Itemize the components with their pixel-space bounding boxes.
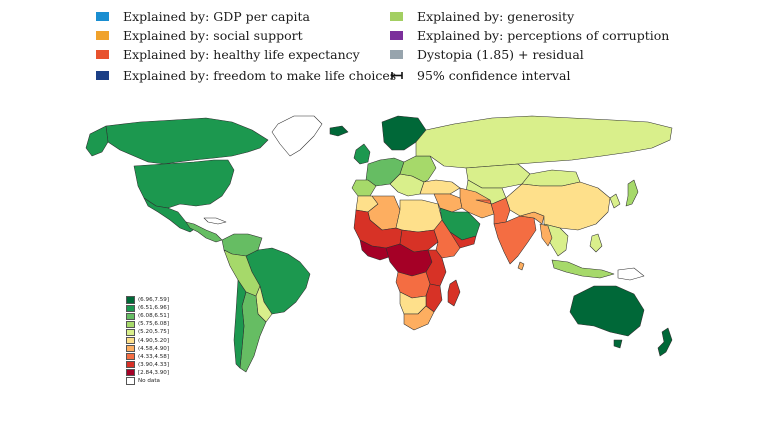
scale-row: (6.08,6.51]: [126, 312, 169, 320]
scale-label: (4.58,4.90]: [138, 345, 170, 352]
freedom-swatch: [96, 70, 109, 80]
scale-label: [2.84,3.90]: [138, 369, 170, 376]
legend-item-generosity: Explained by: generosity: [390, 6, 574, 26]
country-mexico: [143, 197, 197, 233]
legend-item-social-support: Explained by: social support: [96, 25, 303, 45]
country-iran: [459, 187, 495, 219]
scale-row: (3.90,4.33]: [126, 361, 169, 369]
scale-row: No data: [126, 377, 169, 385]
country-alaska: [85, 125, 109, 157]
scale-swatch: [126, 353, 135, 361]
scale-row: (5.75,6.08]: [126, 320, 169, 328]
country-korea: [609, 193, 621, 209]
scale-label: (6.08,6.51]: [138, 313, 170, 320]
country-south-africa: [403, 305, 435, 331]
scale-swatch: [126, 304, 135, 312]
country-myanmar: [539, 223, 553, 247]
world-map-svg: [82, 100, 682, 390]
country-sri-lanka: [517, 261, 525, 271]
legend-label: Explained by: perceptions of corruption: [417, 27, 670, 43]
scale-row: [2.84,3.90]: [126, 369, 169, 377]
country-uk-ireland: [353, 143, 371, 165]
country-new-zealand: [657, 327, 673, 357]
scale-row: (4.90,5.20]: [126, 336, 170, 345]
country-canada: [105, 117, 269, 165]
life-expectancy-swatch: [96, 49, 109, 59]
scale-label: (6.96,7.59]: [138, 297, 170, 304]
world-map: [82, 100, 682, 390]
country-turkey: [419, 179, 461, 195]
legend-item-corruption: Explained by: perceptions of corruption: [390, 25, 669, 45]
country-madagascar: [447, 279, 461, 307]
scale-swatch: [126, 345, 135, 353]
scale-label: (6.51,6.96]: [138, 305, 170, 312]
legend-label: Explained by: GDP per capita: [123, 8, 310, 24]
scale-label: No data: [138, 377, 160, 384]
scale-swatch: [126, 328, 135, 337]
country-west-africa-coast: [359, 239, 393, 261]
confidence-interval-icon: [390, 71, 403, 80]
country-russia: [415, 115, 673, 169]
country-iceland: [329, 125, 349, 137]
scale-label: (4.33,4.58]: [138, 353, 170, 360]
scale-swatch: [126, 296, 135, 304]
scale-label: (4.90,5.20]: [138, 337, 170, 344]
country-libya-egypt: [395, 199, 443, 233]
country-malaysia-indonesia: [551, 259, 615, 279]
scale-row: (4.33,4.58]: [126, 353, 169, 361]
legend-item-gdp: Explained by: GDP per capita: [96, 6, 310, 26]
country-chile: [233, 279, 247, 369]
scale-swatch: [126, 361, 135, 369]
country-philippines: [589, 233, 603, 253]
scale-row: (5.20,5.75]: [126, 328, 170, 337]
legend-item-life-expectancy: Explained by: healthy life expectancy: [96, 44, 360, 64]
legend-label: Dystopia (1.85) + residual: [417, 46, 584, 62]
country-papua-new-guinea: [617, 267, 645, 281]
scale-label: (5.20,5.75]: [138, 329, 170, 336]
country-ethiopia-horn: [433, 219, 461, 259]
gdp-swatch: [96, 11, 109, 21]
map-color-scale: (6.96,7.59] (6.51,6.96] (6.08,6.51] (5.7…: [126, 296, 169, 385]
scale-label: (5.75,6.08]: [138, 321, 170, 328]
scale-swatch: [126, 369, 135, 377]
scale-swatch: [126, 312, 135, 320]
country-cuba: [203, 217, 227, 225]
legend-label: Explained by: social support: [123, 27, 303, 43]
country-japan: [625, 179, 639, 207]
country-central-america: [185, 221, 223, 243]
scale-row: (6.96,7.59]: [126, 296, 169, 304]
generosity-swatch: [390, 11, 403, 21]
scale-label: (3.90,4.33]: [138, 361, 170, 368]
dystopia-swatch: [390, 49, 403, 59]
country-india: [493, 215, 537, 265]
scale-row: (6.51,6.96]: [126, 304, 169, 312]
scale-swatch: [126, 336, 135, 345]
scale-swatch: [126, 377, 135, 385]
legend-item-dystopia: Dystopia (1.85) + residual: [390, 44, 584, 64]
corruption-swatch: [390, 30, 403, 40]
legend-item-freedom: Explained by: freedom to make life choic…: [96, 65, 396, 85]
legend-item-confidence-interval: 95% confidence interval: [390, 65, 570, 85]
social-support-swatch: [96, 30, 109, 40]
legend-label: Explained by: freedom to make life choic…: [123, 67, 397, 83]
country-china: [505, 181, 611, 231]
legend-label: Explained by: generosity: [417, 8, 575, 24]
scale-row: (4.58,4.90]: [126, 345, 169, 353]
chart-legend: Explained by: GDP per capita Explained b…: [0, 0, 760, 92]
country-greenland: [271, 115, 323, 157]
country-australia: [569, 285, 645, 337]
legend-label: Explained by: healthy life expectancy: [123, 46, 360, 62]
legend-label: 95% confidence interval: [417, 67, 571, 83]
scale-swatch: [126, 320, 135, 328]
country-tasmania: [613, 339, 623, 349]
